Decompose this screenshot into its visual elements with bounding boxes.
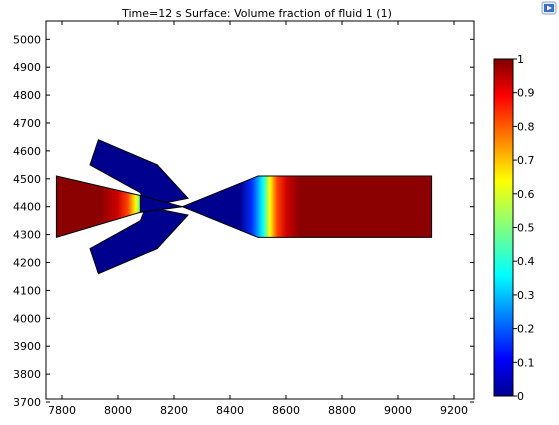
colorbar-tick-label: 0.4 xyxy=(517,255,535,268)
colorbar-tick-label: 1 xyxy=(517,53,524,66)
y-tick-label: 3900 xyxy=(13,340,41,353)
volume-fraction-field xyxy=(55,139,433,275)
colorbar-tick-label: 0.6 xyxy=(517,188,535,201)
x-tick-label: 8800 xyxy=(328,404,356,417)
y-tick-label: 4100 xyxy=(13,284,41,297)
y-axis: 5000 4900 4800 4700 4600 4500 4400 4300 4200 4100… xyxy=(13,33,474,409)
y-tick-label: 4400 xyxy=(13,201,41,214)
plot-window-icon[interactable] xyxy=(541,0,557,15)
y-tick-label: 4600 xyxy=(13,145,41,158)
colorbar xyxy=(493,58,514,397)
x-tick-label: 8200 xyxy=(160,404,188,417)
colorbar-tick-label: 0.1 xyxy=(517,356,535,369)
colorbar-tick-label: 0 xyxy=(517,390,524,403)
y-tick-label: 4800 xyxy=(13,89,41,102)
y-tick-label: 4200 xyxy=(13,257,41,270)
y-tick-label: 4300 xyxy=(13,229,41,242)
x-axis: 7800 8000 8200 8400 8600 8800 9000 9200 xyxy=(48,21,468,417)
x-tick-label: 7800 xyxy=(48,404,76,417)
x-tick-label: 8600 xyxy=(272,404,300,417)
colorbar-tick-label: 0.8 xyxy=(517,120,535,133)
x-tick-label: 9000 xyxy=(384,404,412,417)
x-tick-label: 8000 xyxy=(104,404,132,417)
y-tick-label: 4000 xyxy=(13,312,41,325)
outlet-region xyxy=(139,175,433,238)
y-tick-label: 4700 xyxy=(13,117,41,130)
colorbar-tick-label: 0.2 xyxy=(517,323,535,336)
colorbar-tick-label: 0.5 xyxy=(517,222,535,235)
x-tick-label: 9200 xyxy=(440,404,468,417)
y-tick-label: 4500 xyxy=(13,173,41,186)
colorbar-tick-label: 0.3 xyxy=(517,289,535,302)
colorbar-axis: 1 0.9 0.8 0.7 0.6 0.5 0.4 0.3 0.2 0.1 0 xyxy=(513,53,535,403)
colorbar-tick-label: 0.9 xyxy=(517,87,535,100)
y-tick-label: 4900 xyxy=(13,61,41,74)
plot-title: Time=12 s Surface: Volume fraction of fl… xyxy=(121,7,392,20)
y-tick-label: 3700 xyxy=(13,396,41,409)
colorbar-tick-label: 0.7 xyxy=(517,154,535,167)
y-tick-label: 3800 xyxy=(13,368,41,381)
y-tick-label: 5000 xyxy=(13,33,41,46)
x-tick-label: 8400 xyxy=(216,404,244,417)
